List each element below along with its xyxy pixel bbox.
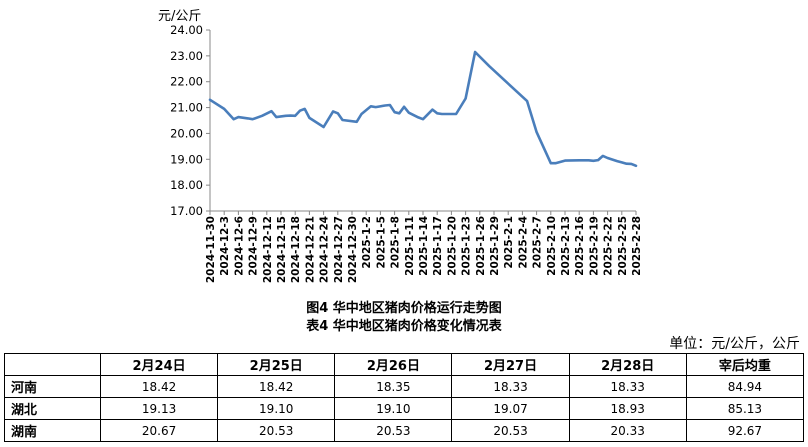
x-tick-label: 2024-12-3 bbox=[219, 216, 231, 276]
table-cell: 18.33 bbox=[568, 375, 687, 398]
table-header-row: 2月24日 2月25日 2月26日 2月27日 2月28日 宰后均重 bbox=[4, 353, 805, 376]
y-tick-label: 24.00 bbox=[170, 23, 203, 37]
table-cell: 84.94 bbox=[685, 375, 805, 398]
table-cell: 18.33 bbox=[451, 375, 570, 398]
x-tick-label: 2025-2-1 bbox=[503, 216, 515, 269]
y-tick-label: 18.00 bbox=[170, 178, 203, 192]
x-tick-label: 2025-2-25 bbox=[617, 216, 629, 276]
x-tick-label: 2025-1-11 bbox=[404, 216, 416, 276]
table-header-date: 2月26日 bbox=[334, 353, 453, 376]
x-tick-label: 2025-1-5 bbox=[375, 216, 387, 269]
table-cell: 20.53 bbox=[334, 419, 453, 442]
table-header-corner bbox=[4, 353, 101, 376]
table-cell: 18.35 bbox=[334, 375, 453, 398]
x-tick-label: 2025-2-10 bbox=[546, 216, 558, 276]
x-axis: 2024-11-30 2024-12-3 2024-12-6 2024-12-9 202… bbox=[205, 210, 643, 283]
table-cell: 20.53 bbox=[451, 419, 570, 442]
x-tick-label: 2025-2-13 bbox=[560, 216, 572, 276]
row-region: 湖北 bbox=[4, 397, 101, 420]
table-cell: 85.13 bbox=[685, 397, 805, 420]
x-tick-label: 2025-1-29 bbox=[489, 216, 501, 276]
table-row: 河南 18.42 18.42 18.35 18.33 18.33 84.94 bbox=[4, 375, 805, 398]
x-tick-label: 2025-2-28 bbox=[631, 216, 643, 276]
table-row: 湖北 19.13 19.10 19.10 19.07 18.93 85.13 bbox=[4, 397, 805, 420]
x-tick-label: 2025-1-14 bbox=[418, 216, 430, 276]
x-tick-label: 2025-2-7 bbox=[532, 216, 544, 269]
x-tick-label: 2025-1-20 bbox=[446, 216, 458, 276]
row-region: 湖南 bbox=[4, 419, 101, 442]
x-tick-label: 2024-12-30 bbox=[347, 216, 359, 283]
y-axis-unit: 元/公斤 bbox=[158, 9, 202, 24]
table-cell: 18.42 bbox=[217, 375, 336, 398]
x-tick-label: 2024-11-30 bbox=[205, 216, 217, 283]
table-cell: 92.67 bbox=[685, 419, 805, 442]
x-tick-label: 2025-2-22 bbox=[603, 216, 615, 276]
y-tick-label: 17.00 bbox=[170, 204, 203, 218]
price-trend-chart: 24.00 23.00 22.00 21.00 20.00 19.00 18.00 17.00… bbox=[170, 23, 643, 283]
table-caption: 表4 华中地区猪肉价格变化情况表 bbox=[306, 319, 502, 334]
x-tick-label: 2025-1-2 bbox=[361, 216, 373, 269]
y-tick-label: 21.00 bbox=[170, 101, 203, 115]
x-tick-label: 2024-12-27 bbox=[333, 216, 345, 283]
x-tick-label: 2025-1-8 bbox=[390, 216, 402, 269]
x-tick-label: 2024-12-21 bbox=[304, 216, 316, 283]
x-tick-label: 2025-2-16 bbox=[574, 216, 586, 276]
x-tick-label: 2025-1-23 bbox=[461, 216, 473, 276]
table-header-date: 2月24日 bbox=[99, 353, 219, 376]
table-row: 湖南 20.67 20.53 20.53 20.53 20.33 92.67 bbox=[4, 419, 805, 442]
table-header-weight: 宰后均重 bbox=[685, 353, 805, 376]
x-tick-label: 2025-2-19 bbox=[588, 216, 600, 276]
x-tick-label: 2024-12-6 bbox=[233, 216, 245, 276]
y-tick-label: 20.00 bbox=[170, 126, 203, 140]
table-cell: 19.13 bbox=[99, 397, 219, 420]
table-cell: 19.10 bbox=[334, 397, 453, 420]
row-region: 河南 bbox=[4, 375, 101, 398]
x-tick-label: 2024-12-15 bbox=[276, 216, 288, 283]
table-cell: 20.33 bbox=[568, 419, 687, 442]
x-tick-label: 2024-12-12 bbox=[262, 216, 274, 283]
table-cell: 18.42 bbox=[99, 375, 219, 398]
table-cell: 19.10 bbox=[217, 397, 336, 420]
y-tick-label: 23.00 bbox=[170, 49, 203, 63]
x-tick-label: 2024-12-9 bbox=[248, 216, 260, 276]
x-tick-label: 2025-1-26 bbox=[475, 216, 487, 276]
table-header-date: 2月25日 bbox=[217, 353, 336, 376]
table-cell: 20.67 bbox=[99, 419, 219, 442]
x-tick-label: 2025-1-17 bbox=[432, 216, 444, 276]
table-unit-note: 单位：元/公斤，公斤 bbox=[669, 336, 800, 352]
x-tick-label: 2025-2-4 bbox=[517, 216, 529, 269]
x-tick-label: 2024-12-18 bbox=[290, 216, 302, 283]
x-tick-label: 2024-12-24 bbox=[319, 216, 331, 283]
y-axis: 24.00 23.00 22.00 21.00 20.00 19.00 18.00 17.00 bbox=[170, 23, 211, 218]
table-cell: 20.53 bbox=[217, 419, 336, 442]
table-header-date: 2月27日 bbox=[451, 353, 570, 376]
y-tick-label: 19.00 bbox=[170, 152, 203, 166]
table-cell: 19.07 bbox=[451, 397, 570, 420]
price-series-line bbox=[208, 50, 638, 168]
y-tick-label: 22.00 bbox=[170, 75, 203, 89]
table-cell: 18.93 bbox=[568, 397, 687, 420]
figure-caption: 图4 华中地区猪肉价格运行走势图 bbox=[306, 301, 502, 316]
table-header-date: 2月28日 bbox=[568, 353, 687, 376]
price-table: 2月24日 2月25日 2月26日 2月27日 2月28日 宰后均重 河南 18… bbox=[4, 353, 805, 442]
